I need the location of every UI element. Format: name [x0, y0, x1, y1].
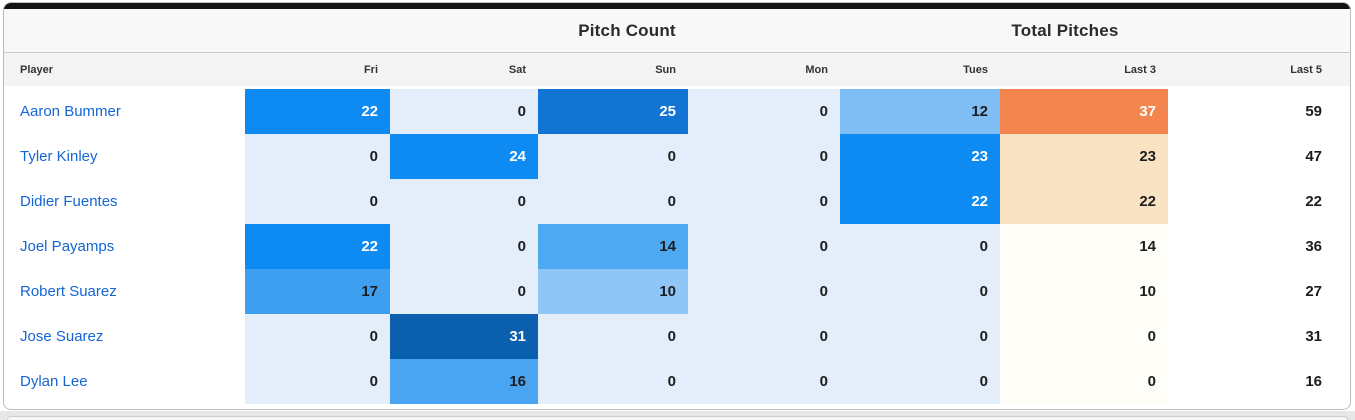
heat-cell: 36 [1305, 238, 1322, 255]
player-link[interactable]: Dylan Lee [20, 373, 88, 390]
table-row: Didier Fuentes 0 0 0 0 22 22 22 [4, 179, 1350, 224]
heat-cell: 59 [1305, 103, 1322, 120]
column-header-row: Player Fri Sat Sun Mon Tues Last 3 Last … [4, 53, 1350, 86]
heat-cell: 47 [1305, 148, 1322, 165]
table-row: Dylan Lee 0 16 0 0 0 0 16 [4, 359, 1350, 404]
table-body: Aaron Bummer 22 0 25 0 12 37 59 Tyler Ki… [4, 86, 1350, 404]
heat-cell: 0 [840, 359, 1000, 404]
heat-cell: 0 [245, 359, 390, 404]
heat-cell: 0 [688, 89, 840, 134]
heat-cell: 0 [688, 269, 840, 314]
heat-cell: 0 [1000, 359, 1168, 404]
heat-cell: 0 [245, 134, 390, 179]
column-header-fri: Fri [363, 63, 378, 76]
group-header-row: Pitch Count Total Pitches [4, 9, 1350, 53]
heat-cell: 0 [1000, 314, 1168, 359]
heat-cell: 0 [688, 224, 840, 269]
table-row: Robert Suarez 17 0 10 0 0 10 27 [4, 269, 1350, 314]
heat-cell: 25 [538, 89, 688, 134]
heat-cell: 22 [245, 89, 390, 134]
column-header-sat: Sat [508, 63, 526, 76]
heat-cell: 14 [538, 224, 688, 269]
heat-cell: 0 [245, 179, 390, 224]
heat-cell: 0 [688, 314, 840, 359]
heat-cell: 27 [1305, 283, 1322, 300]
pitch-count-group-title: Pitch Count [578, 20, 676, 40]
player-link[interactable]: Robert Suarez [20, 283, 117, 300]
next-card-edge [7, 416, 1348, 420]
column-header-mon: Mon [805, 63, 828, 76]
heat-cell: 0 [390, 224, 538, 269]
heat-cell: 10 [538, 269, 688, 314]
heat-cell: 22 [840, 179, 1000, 224]
table-row: Tyler Kinley 0 24 0 0 23 23 47 [4, 134, 1350, 179]
page-background-band [0, 411, 1355, 420]
heat-cell: 0 [390, 269, 538, 314]
heat-cell: 23 [1000, 134, 1168, 179]
heat-cell: 22 [245, 224, 390, 269]
card-top-bar [4, 3, 1350, 9]
player-link[interactable]: Aaron Bummer [20, 103, 121, 120]
heat-cell: 16 [390, 359, 538, 404]
heat-cell: 17 [245, 269, 390, 314]
heat-cell: 22 [1000, 179, 1168, 224]
column-header-player: Player [20, 63, 54, 76]
heat-cell: 0 [840, 269, 1000, 314]
heat-cell: 22 [1305, 193, 1322, 210]
pitch-count-card: Pitch Count Total Pitches Player Fri Sat… [3, 2, 1351, 410]
heat-cell: 24 [390, 134, 538, 179]
player-link[interactable]: Tyler Kinley [20, 148, 98, 165]
heat-cell: 0 [840, 314, 1000, 359]
heat-cell: 16 [1305, 373, 1322, 390]
heat-cell: 31 [1305, 328, 1322, 345]
table-row: Aaron Bummer 22 0 25 0 12 37 59 [4, 89, 1350, 134]
heat-cell: 0 [390, 89, 538, 134]
heat-cell: 0 [538, 179, 688, 224]
column-header-sun: Sun [655, 63, 676, 76]
heat-cell: 0 [390, 179, 538, 224]
heat-cell: 0 [538, 134, 688, 179]
heat-cell: 0 [688, 179, 840, 224]
player-link[interactable]: Jose Suarez [20, 328, 104, 345]
table-row: Joel Payamps 22 0 14 0 0 14 36 [4, 224, 1350, 269]
heat-cell: 0 [538, 359, 688, 404]
column-header-last3: Last 3 [1124, 63, 1156, 76]
heat-cell: 0 [538, 314, 688, 359]
player-link[interactable]: Joel Payamps [20, 238, 115, 255]
player-link[interactable]: Didier Fuentes [20, 193, 118, 210]
heat-cell: 0 [245, 314, 390, 359]
heat-cell: 37 [1000, 89, 1168, 134]
heat-cell: 10 [1000, 269, 1168, 314]
heat-cell: 0 [688, 359, 840, 404]
heat-cell: 0 [840, 224, 1000, 269]
table-row: Jose Suarez 0 31 0 0 0 0 31 [4, 314, 1350, 359]
heat-cell: 0 [688, 134, 840, 179]
heat-cell: 12 [840, 89, 1000, 134]
heat-cell: 14 [1000, 224, 1168, 269]
total-pitches-group-title: Total Pitches [1011, 20, 1119, 40]
heat-cell: 31 [390, 314, 538, 359]
heat-cell: 23 [840, 134, 1000, 179]
column-header-tues: Tues [963, 63, 988, 76]
column-header-last5: Last 5 [1290, 63, 1322, 76]
